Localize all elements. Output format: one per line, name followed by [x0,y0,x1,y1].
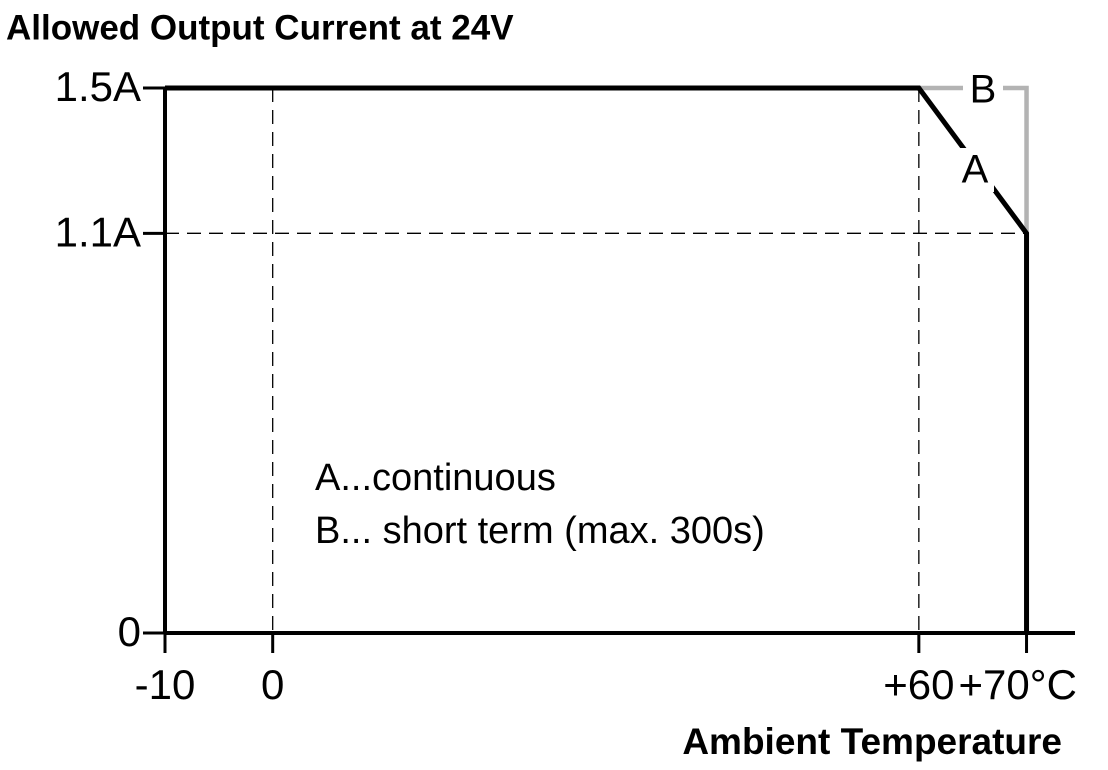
y-tick-label: 0 [118,608,141,655]
legend-note: A...continuous [315,457,556,499]
y-tick-label: 1.1A [55,208,141,255]
x-tick-label: +60 [883,661,954,708]
legend-note: B... short term (max. 300s) [315,510,765,552]
x-axis-label: Ambient Temperature [682,721,1062,762]
x-tick-label: +70°C [959,661,1077,708]
series-label: B [970,68,997,112]
series-label: A [962,148,989,192]
x-tick-label: 0 [261,661,284,708]
y-tick-label: 1.5A [55,63,141,110]
x-tick-label: -10 [135,661,196,708]
series-line [918,85,1029,234]
label-bg [963,68,1003,112]
label-bg [956,148,994,192]
chart-title: Allowed Output Current at 24V [6,8,514,47]
